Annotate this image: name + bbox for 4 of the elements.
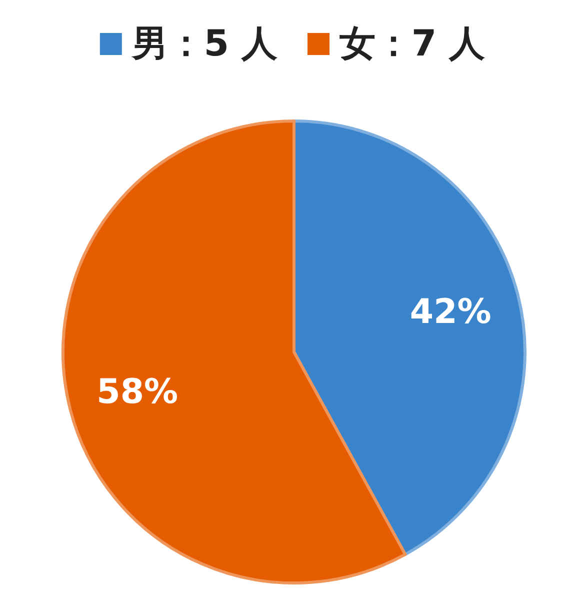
legend-label: 男：5 人 — [130, 24, 278, 64]
data-label: 58% — [96, 372, 178, 412]
data-label: 42% — [410, 292, 492, 332]
legend-label: 女：7 人 — [340, 24, 486, 64]
